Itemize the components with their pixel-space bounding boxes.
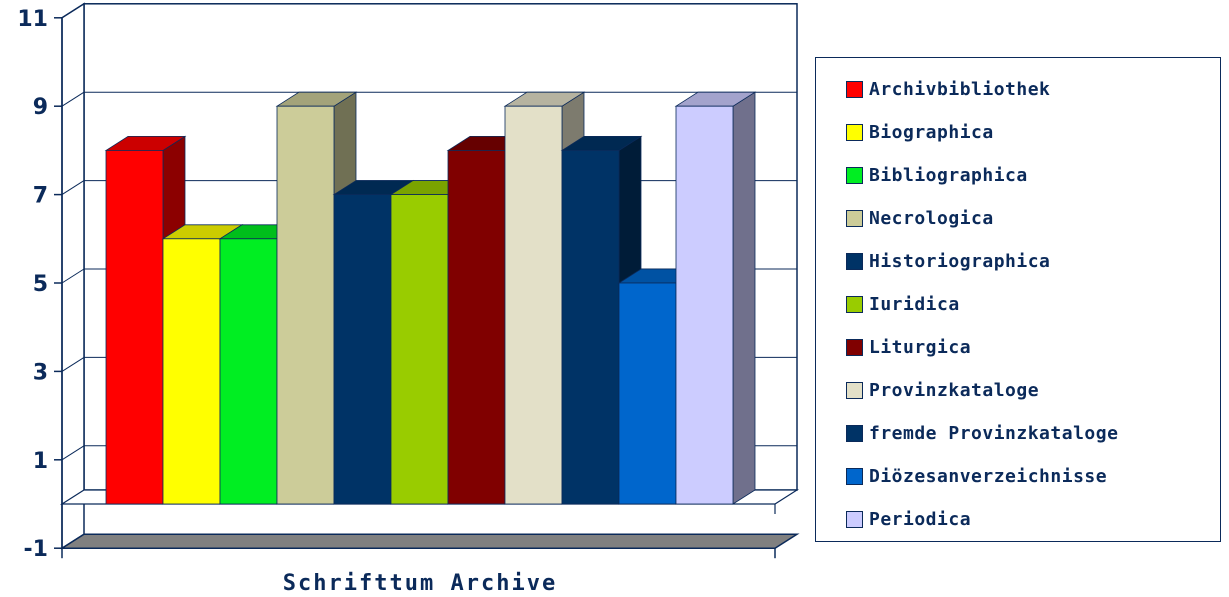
bar-front <box>219 238 278 505</box>
bar-periodica <box>674 91 757 505</box>
legend-label: Provinzkataloge <box>869 379 1040 401</box>
bar-front <box>618 282 677 505</box>
legend-item-necrologica: Necrologica <box>846 203 994 233</box>
legend-swatch <box>846 424 863 442</box>
legend-item-periodica: Periodica <box>846 504 971 534</box>
chart-plot-area: 11 9 7 5 3 1 -1 Schrifttum Archive <box>17 2 800 596</box>
y-tick-label: -1 <box>24 537 48 562</box>
legend-item-iuridica: Iuridica <box>846 289 960 319</box>
gridline-side <box>61 445 85 461</box>
legend-swatch <box>846 252 863 270</box>
bar-front <box>390 194 449 505</box>
legend-swatch <box>846 209 863 227</box>
legend-label: Bibliographica <box>869 164 1028 186</box>
bars <box>104 91 757 505</box>
bar-front <box>504 105 563 505</box>
y-tick-label: 3 <box>33 360 48 385</box>
legend-swatch <box>846 467 863 485</box>
gridline-side <box>61 91 85 107</box>
x-axis-label: Schrifttum Archive <box>283 571 557 596</box>
bar-side <box>732 91 756 505</box>
gridline-side <box>61 268 85 284</box>
y-tick-label: 9 <box>33 95 48 120</box>
legend-item-bibliographica: Bibliographica <box>846 160 1028 190</box>
gridline-side <box>61 3 85 19</box>
legend-swatch <box>846 381 863 399</box>
bar-front <box>675 105 734 505</box>
legend-label: Archivbibliothek <box>869 78 1051 100</box>
legend-swatch <box>846 166 863 184</box>
legend-item-archivbibliothek: Archivbibliothek <box>846 74 1050 104</box>
legend-item-dioezesanverzeichnisse: Diözesanverzeichnisse <box>846 461 1107 491</box>
legend-label: Historiographica <box>869 250 1051 272</box>
legend-item-historiographica: Historiographica <box>846 246 1050 276</box>
legend-swatch <box>846 80 863 98</box>
legend-item-fremde-provinzkataloge: fremde Provinzkataloge <box>846 418 1118 448</box>
legend-item-provinzkataloge: Provinzkataloge <box>846 375 1039 405</box>
gridline-side <box>61 180 85 196</box>
y-axis: 11 9 7 5 3 1 -1 <box>17 7 63 562</box>
y-tick-label: 11 <box>17 7 48 32</box>
y-tick-label: 7 <box>33 184 48 209</box>
legend-label: Iuridica <box>869 293 960 315</box>
bar-front <box>105 149 164 505</box>
bar-front <box>447 149 506 505</box>
legend-label: Diözesanverzeichnisse <box>869 465 1108 487</box>
legend-item-biographica: Biographica <box>846 117 994 147</box>
legend-label: Liturgica <box>869 336 972 358</box>
bar-front <box>276 105 335 505</box>
legend-item-liturgica: Liturgica <box>846 332 971 362</box>
legend-swatch <box>846 510 863 528</box>
bar-front <box>561 149 620 505</box>
bar-front <box>162 238 221 505</box>
legend: Archivbibliothek Biographica Bibliograph… <box>815 57 1221 542</box>
legend-label: Biographica <box>869 121 994 143</box>
legend-label: Necrologica <box>869 207 994 229</box>
legend-label: fremde Provinzkataloge <box>869 422 1119 444</box>
bar-front <box>333 194 392 505</box>
floor <box>59 533 800 549</box>
legend-label: Periodica <box>869 508 972 530</box>
legend-swatch <box>846 338 863 356</box>
legend-swatch <box>846 295 863 313</box>
y-tick-label: 5 <box>33 272 48 297</box>
gridline-side <box>61 356 85 372</box>
legend-swatch <box>846 123 863 141</box>
y-tick-label: 1 <box>33 449 48 474</box>
